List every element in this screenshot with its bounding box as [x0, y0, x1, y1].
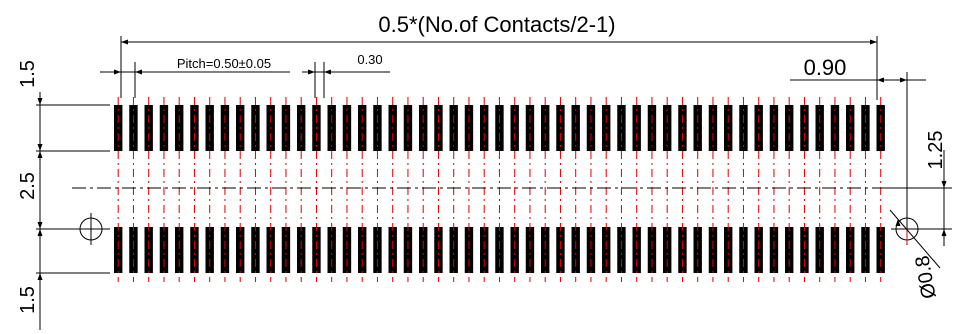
bottom-pad [251, 227, 260, 273]
dimension-arrow [121, 39, 128, 45]
footprint-geometry [36, 36, 952, 330]
bottom-pad [785, 227, 794, 273]
bottom-pad [876, 227, 885, 273]
bottom-pad [769, 227, 779, 273]
bottom-pad [175, 227, 184, 273]
bottom-pad [129, 227, 138, 273]
bottom-pad [236, 227, 245, 273]
dimension-arrow [37, 273, 43, 280]
bottom-pad [312, 227, 321, 273]
pad-width-label: 0.30 [357, 52, 382, 67]
dimension-arrow [941, 181, 947, 188]
bottom-pad [327, 227, 336, 273]
bottom-pad [602, 227, 611, 273]
bottom-pad [403, 227, 413, 273]
bottom-pad [541, 227, 550, 273]
bottom-pad [647, 227, 657, 273]
bottom-pad [815, 227, 824, 273]
dimension-arrow [37, 144, 43, 151]
bottom-pad [159, 227, 169, 273]
left-top-dimension-label: 1.5 [17, 60, 39, 88]
dimension-arrow [37, 229, 43, 236]
bottom-pad [632, 227, 641, 273]
bottom-pad [495, 227, 504, 273]
bottom-pad [861, 227, 870, 273]
bottom-pad [266, 227, 275, 273]
dimension-arrow [114, 69, 121, 75]
dimension-arrow [308, 69, 315, 75]
top-dimension-label: 0.5*(No.of Contacts/2-1) [378, 12, 615, 37]
bottom-pad [434, 227, 443, 273]
hole-leader [889, 209, 941, 269]
dimension-arrow [877, 77, 884, 83]
dimension-arrow [900, 77, 907, 83]
bottom-pad [739, 227, 748, 273]
bottom-pad [830, 227, 840, 273]
bottom-pad [358, 227, 367, 273]
bottom-pad [205, 227, 214, 273]
bottom-pad [571, 227, 580, 273]
bottom-pad [846, 227, 855, 273]
bottom-pad [114, 227, 123, 273]
bottom-pad [388, 227, 397, 273]
dimension-arrow [37, 98, 43, 105]
dimension-arrow [135, 69, 142, 75]
hole-leader-arrow [895, 219, 901, 226]
left-bottom-dimension-label: 1.5 [17, 286, 39, 314]
bottom-pad [220, 227, 230, 273]
bottom-pad [617, 227, 626, 273]
bottom-pad [342, 227, 352, 273]
right-vertical-dimension-label: 1.25 [925, 131, 947, 170]
bottom-pad [693, 227, 702, 273]
dimension-arrow [37, 151, 43, 158]
bottom-pad [663, 227, 672, 273]
bottom-pad [464, 227, 474, 273]
dimension-arrow [37, 222, 43, 229]
bottom-pad [586, 227, 596, 273]
bottom-pad [754, 227, 763, 273]
pitch-label: Pitch=0.50±0.05 [177, 56, 271, 71]
dimension-texts: 0.5*(No.of Contacts/2-1) Pitch=0.50±0.05… [17, 12, 947, 314]
bottom-pad [190, 227, 199, 273]
bottom-pad [678, 227, 687, 273]
bottom-pad [480, 227, 489, 273]
bottom-pad [556, 227, 565, 273]
bottom-pad [525, 227, 535, 273]
bottom-pad [724, 227, 733, 273]
bottom-pad [144, 227, 153, 273]
bottom-pad [800, 227, 809, 273]
dimension-arrow [324, 69, 331, 75]
bottom-pad [373, 227, 382, 273]
dimension-arrow [870, 39, 877, 45]
right-offset-label: 0.90 [804, 55, 847, 80]
bottom-pad [281, 227, 291, 273]
dimension-arrow [941, 229, 947, 236]
hole-diameter-label: Ø0.8 [911, 254, 940, 301]
bottom-pad [449, 227, 458, 273]
left-middle-dimension-label: 2.5 [17, 172, 39, 200]
bottom-pad [708, 227, 718, 273]
bottom-pad [419, 227, 428, 273]
bottom-pad [297, 227, 306, 273]
bottom-pad [510, 227, 519, 273]
